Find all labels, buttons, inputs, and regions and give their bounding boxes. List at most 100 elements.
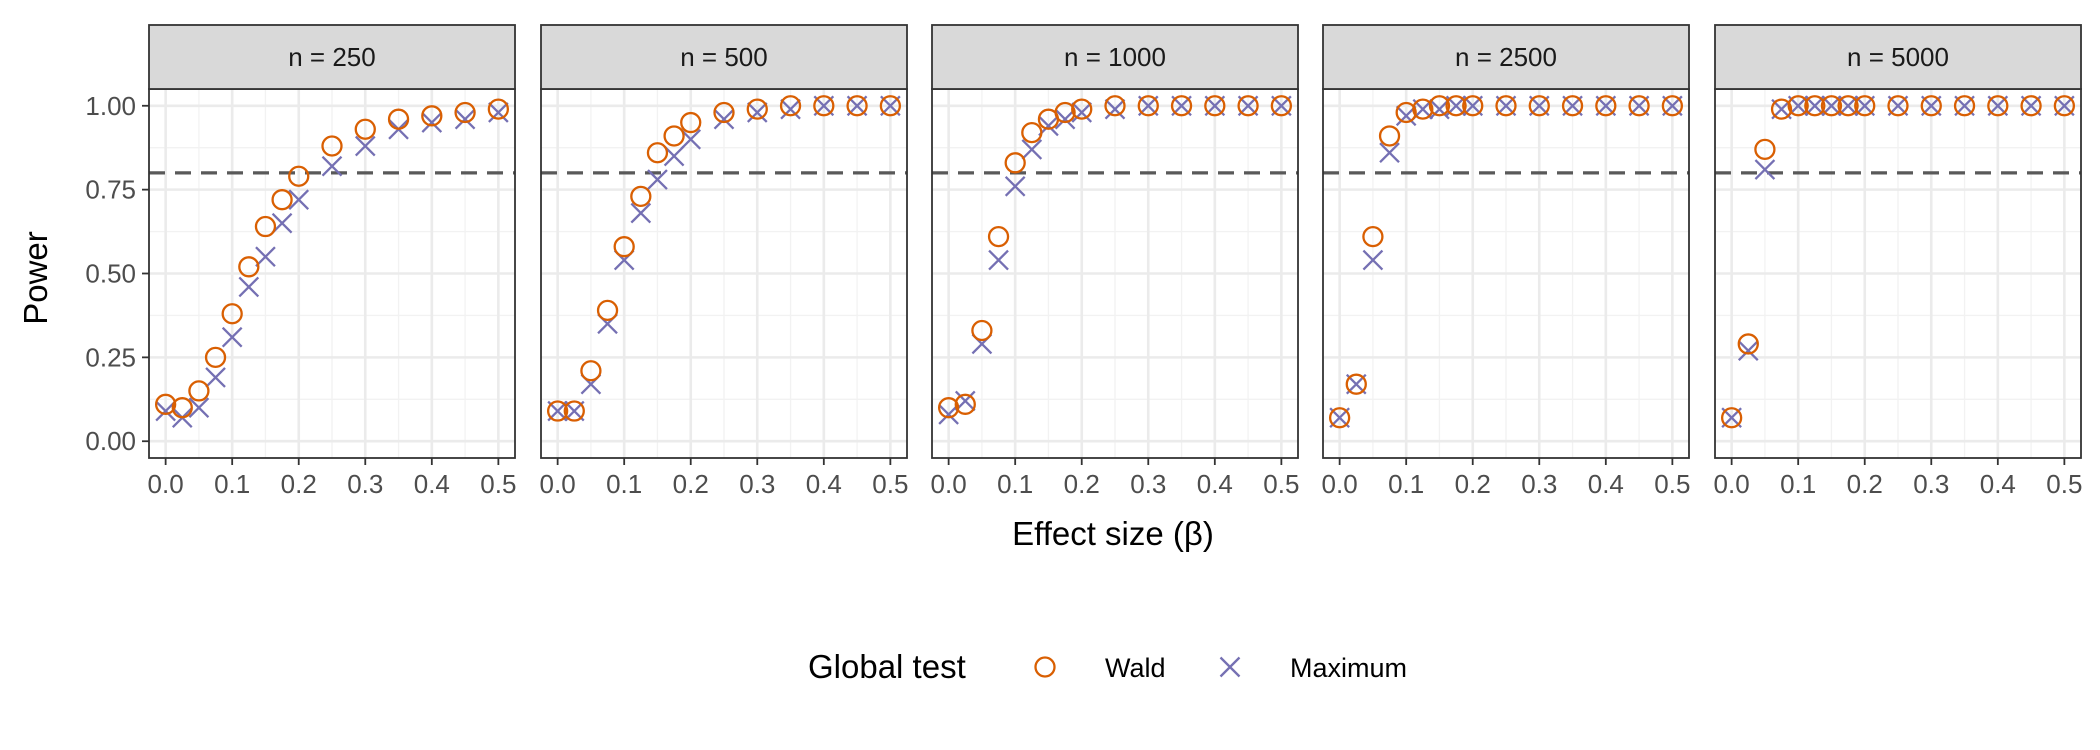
point-wald <box>1837 95 1859 117</box>
facet-strip <box>931 24 1299 90</box>
point-wald <box>1137 95 1159 117</box>
point-wald <box>1528 95 1550 117</box>
point-maximum <box>988 249 1009 271</box>
point-wald <box>1104 95 1126 117</box>
point-wald <box>288 165 310 187</box>
x-tick-label: 0.1 <box>1388 469 1424 499</box>
facet-strip-label: n = 5000 <box>1847 42 1949 72</box>
point-wald <box>1920 95 1942 117</box>
point-maximum <box>221 326 243 348</box>
point-wald <box>1270 95 1293 117</box>
point-wald <box>1170 95 1193 117</box>
point-wald <box>680 111 702 134</box>
facet-strip-label: n = 500 <box>680 42 767 72</box>
point-wald <box>1237 95 1259 117</box>
point-maximum <box>205 367 226 388</box>
point-wald <box>1720 407 1743 429</box>
point-maximum <box>713 108 735 130</box>
point-wald <box>1345 373 1367 395</box>
legend-key-maximum <box>1219 656 1241 678</box>
point-wald <box>271 189 293 211</box>
point-wald <box>846 95 868 117</box>
x-tick-label: 0.2 <box>1455 469 1491 499</box>
point-maximum <box>454 108 476 130</box>
x-tick-label: 0.3 <box>739 469 775 499</box>
point-wald <box>580 360 602 382</box>
point-maximum <box>1021 139 1043 160</box>
point-wald <box>2020 95 2042 117</box>
x-tick-label: 0.3 <box>347 469 383 499</box>
point-wald <box>971 319 993 342</box>
x-tick-label: 0.2 <box>281 469 317 499</box>
x-tick-label: 0.4 <box>1197 469 1233 499</box>
x-tick-label: 0.3 <box>1130 469 1166 499</box>
point-wald <box>1820 95 1843 117</box>
point-wald <box>1395 101 1417 124</box>
point-maximum <box>255 246 276 268</box>
point-maximum <box>746 102 768 123</box>
x-tick-label: 0.1 <box>214 469 250 499</box>
x-tick-label: 0.1 <box>606 469 642 499</box>
point-wald <box>1462 95 1484 117</box>
point-maximum <box>1054 108 1076 130</box>
point-wald <box>646 142 669 164</box>
facet-strip-label: n = 250 <box>288 42 375 72</box>
point-wald <box>1378 125 1401 147</box>
point-wald <box>2053 95 2076 117</box>
x-tick-label: 0.2 <box>1847 469 1883 499</box>
x-tick-label: 0.4 <box>1980 469 2016 499</box>
point-wald <box>613 236 635 258</box>
y-tick-label: 1.00 <box>85 91 136 121</box>
point-wald <box>188 380 210 402</box>
point-maximum <box>321 155 343 177</box>
y-tick-label: 0.75 <box>85 175 136 205</box>
point-wald <box>937 397 960 419</box>
axis-titles: Effect size (β) Power <box>17 231 1214 552</box>
point-maximum <box>1004 175 1026 197</box>
x-tick-label: 0.0 <box>540 469 576 499</box>
point-wald <box>879 95 902 117</box>
point-maximum <box>288 189 310 211</box>
point-maximum <box>1429 98 1450 120</box>
facet-panel-5: n = 5000 0.0 0.1 0.2 0.3 0.4 0.5 <box>1714 24 2082 499</box>
point-wald <box>1770 98 1793 120</box>
point-wald <box>1987 95 2009 117</box>
x-tick-label: 0.5 <box>2046 469 2082 499</box>
point-maximum <box>1379 142 1400 164</box>
point-wald <box>1737 333 1759 355</box>
point-wald <box>1054 101 1076 124</box>
point-wald <box>663 125 685 147</box>
point-wald <box>1328 407 1351 429</box>
point-maximum <box>938 404 959 425</box>
legend-title: Global test <box>808 648 966 685</box>
x-tick-label: 0.0 <box>1714 469 1750 499</box>
point-wald <box>1428 95 1451 117</box>
point-wald <box>387 108 410 130</box>
x-tick-label: 0.3 <box>1521 469 1557 499</box>
x-tick-label: 0.4 <box>806 469 842 499</box>
point-wald <box>1628 95 1650 117</box>
facet-strip-label: n = 2500 <box>1455 42 1557 72</box>
facet-panel-3: n = 1000 0.0 0.1 0.2 0.3 0.4 0.5 <box>931 24 1299 499</box>
point-wald <box>713 101 735 124</box>
x-tick-label: 0.1 <box>1780 469 1816 499</box>
point-wald <box>487 98 510 120</box>
point-wald <box>1953 95 1976 117</box>
point-maximum <box>647 169 668 190</box>
point-wald <box>987 225 1010 248</box>
point-wald <box>354 118 376 140</box>
point-wald <box>746 98 768 120</box>
point-wald <box>1204 95 1226 117</box>
point-wald <box>421 105 443 127</box>
point-wald <box>1887 95 1909 117</box>
y-axis-title: Power <box>17 231 54 325</box>
point-wald <box>1071 98 1093 120</box>
point-wald <box>221 303 243 325</box>
point-wald <box>1004 152 1026 174</box>
x-tick-label: 0.5 <box>1263 469 1299 499</box>
point-maximum <box>630 202 652 224</box>
point-wald <box>779 95 802 117</box>
point-wald <box>154 393 177 415</box>
x-axis-title: Effect size (β) <box>1012 515 1214 552</box>
